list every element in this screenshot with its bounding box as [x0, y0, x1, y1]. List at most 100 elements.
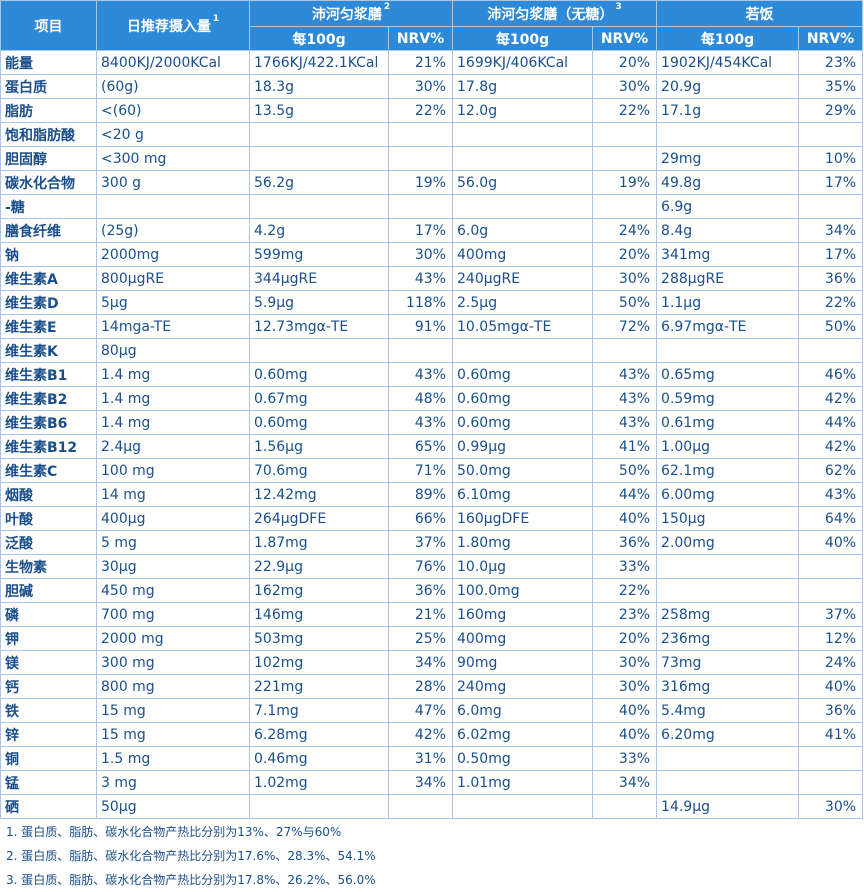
product1-nrv-cell: 43% [387, 362, 454, 387]
product3-value-cell: 0.65mg [656, 362, 800, 387]
product1-nrv-cell: 118% [387, 290, 454, 315]
product1-value-cell: 503mg [249, 626, 389, 651]
product2-nrv-cell [592, 194, 658, 219]
table-row: 维生素B12 2.4μg 1.56μg 65% 0.99μg 41% 1.00μg 42% [0, 434, 864, 459]
product1-value-cell: 5.9μg [249, 290, 389, 315]
table-row: 胆固醇 <300 mg 29mg 10% [0, 146, 864, 171]
product3-nrv-cell: 44% [798, 410, 864, 435]
product3-value-cell [656, 578, 800, 603]
product2-nrv-cell: 43% [592, 362, 658, 387]
product1-value-cell: 0.46mg [249, 746, 389, 771]
product1-value-cell: 1.56μg [249, 434, 389, 459]
product2-value-cell: 160mg [452, 602, 594, 627]
product2-nrv-cell: 33% [592, 746, 658, 771]
product2-value-cell: 100.0mg [452, 578, 594, 603]
product2-value-cell: 1.80mg [452, 530, 594, 555]
table-row: 维生素K 80μg [0, 338, 864, 363]
product2-nrv-cell: 43% [592, 386, 658, 411]
table-row: 硒 50μg 14.9μg 30% [0, 794, 864, 819]
product2-nrv-cell: 50% [592, 290, 658, 315]
header-product2-label: 沛河匀浆膳（无糖） [487, 6, 614, 23]
table-row: 铁 15 mg 7.1mg 47% 6.0mg 40% 5.4mg 36% [0, 698, 864, 723]
product3-value-cell: 1.1μg [656, 290, 800, 315]
table-row: 饱和脂肪酸 <20 g [0, 122, 864, 147]
table-body: 能量 8400KJ/2000KCal 1766KJ/422.1KCal 21% 1699… [0, 50, 864, 819]
rdi-cell: 50μg [96, 794, 250, 819]
header-item-label: 项目 [34, 18, 63, 35]
product3-nrv-cell: 30% [798, 794, 864, 819]
nutrient-name-cell: 镁 [0, 650, 97, 675]
product1-nrv-cell: 89% [387, 482, 454, 507]
product2-nrv-cell: 19% [592, 170, 658, 195]
footnotes: 1. 蛋白质、脂肪、碳水化合物产热比分别为13%、27%与60% 2. 蛋白质、… [6, 820, 376, 892]
product3-nrv-cell: 36% [798, 698, 864, 723]
product3-nrv-cell: 46% [798, 362, 864, 387]
nutrient-name-cell: 膳食纤维 [0, 218, 97, 243]
table-row: 蛋白质 (60g) 18.3g 30% 17.8g 30% 20.9g 35% [0, 74, 864, 99]
product2-value-cell: 240mg [452, 674, 594, 699]
product3-nrv-cell: 41% [798, 722, 864, 747]
table-row: 维生素E 14mga-TE 12.73mgα-TE 91% 10.05mgα-TE 72%… [0, 314, 864, 339]
rdi-cell: (60g) [96, 74, 250, 99]
product2-value-cell: 0.50mg [452, 746, 594, 771]
table-row: 维生素B6 1.4 mg 0.60mg 43% 0.60mg 43% 0.61mg 44% [0, 410, 864, 435]
product2-nrv-cell: 40% [592, 698, 658, 723]
product3-nrv-cell: 17% [798, 170, 864, 195]
rdi-cell: 300 mg [96, 650, 250, 675]
product3-nrv-cell: 62% [798, 458, 864, 483]
product1-nrv-cell: 47% [387, 698, 454, 723]
product2-value-cell: 1699KJ/406KCal [452, 50, 594, 75]
product2-value-cell: 0.60mg [452, 410, 594, 435]
nutrient-name-cell: 维生素B6 [0, 410, 97, 435]
nutrient-name-cell: 钙 [0, 674, 97, 699]
product1-nrv-cell: 91% [387, 314, 454, 339]
product3-nrv-cell: 24% [798, 650, 864, 675]
rdi-cell: 3 mg [96, 770, 250, 795]
product2-nrv-cell: 30% [592, 266, 658, 291]
product2-value-cell: 0.60mg [452, 386, 594, 411]
product2-value-cell [452, 194, 594, 219]
table-row: 泛酸 5 mg 1.87mg 37% 1.80mg 36% 2.00mg 40% [0, 530, 864, 555]
table-row: 锌 15 mg 6.28mg 42% 6.02mg 40% 6.20mg 41% [0, 722, 864, 747]
nutrient-name-cell: 钾 [0, 626, 97, 651]
product2-value-cell: 10.0μg [452, 554, 594, 579]
header-product3: 若饭 [656, 0, 864, 27]
product3-value-cell: 258mg [656, 602, 800, 627]
product3-value-cell: 49.8g [656, 170, 800, 195]
product1-value-cell: 1.87mg [249, 530, 389, 555]
rdi-cell: 800μgRE [96, 266, 250, 291]
rdi-cell: 5μg [96, 290, 250, 315]
rdi-cell: <300 mg [96, 146, 250, 171]
rdi-cell: 15 mg [96, 722, 250, 747]
table-row: 脂肪 <(60) 13.5g 22% 12.0g 22% 17.1g 29% [0, 98, 864, 123]
subheader-nrv: NRV% [592, 26, 658, 51]
nutrient-name-cell: 胆固醇 [0, 146, 97, 171]
product2-nrv-cell: 20% [592, 242, 658, 267]
product2-nrv-cell: 33% [592, 554, 658, 579]
product1-nrv-cell: 65% [387, 434, 454, 459]
product3-nrv-cell: 22% [798, 290, 864, 315]
product2-nrv-cell [592, 146, 658, 171]
product3-nrv-cell: 42% [798, 434, 864, 459]
product1-nrv-cell: 66% [387, 506, 454, 531]
nutrient-name-cell: 蛋白质 [0, 74, 97, 99]
product3-nrv-cell: 35% [798, 74, 864, 99]
product3-value-cell: 316mg [656, 674, 800, 699]
product3-value-cell: 6.97mgα-TE [656, 314, 800, 339]
product3-nrv-cell: 40% [798, 674, 864, 699]
nutrient-name-cell: 叶酸 [0, 506, 97, 531]
product2-nrv-cell: 23% [592, 602, 658, 627]
product3-nrv-cell: 40% [798, 530, 864, 555]
table-row: 能量 8400KJ/2000KCal 1766KJ/422.1KCal 21% 1699… [0, 50, 864, 75]
product3-nrv-cell: 34% [798, 218, 864, 243]
product1-nrv-cell: 37% [387, 530, 454, 555]
product3-value-cell: 14.9μg [656, 794, 800, 819]
product1-value-cell: 599mg [249, 242, 389, 267]
nutrient-name-cell: 碳水化合物 [0, 170, 97, 195]
product3-nrv-cell: 42% [798, 386, 864, 411]
product1-value-cell: 7.1mg [249, 698, 389, 723]
product1-value-cell: 13.5g [249, 98, 389, 123]
product3-value-cell: 73mg [656, 650, 800, 675]
product2-value-cell: 400mg [452, 626, 594, 651]
